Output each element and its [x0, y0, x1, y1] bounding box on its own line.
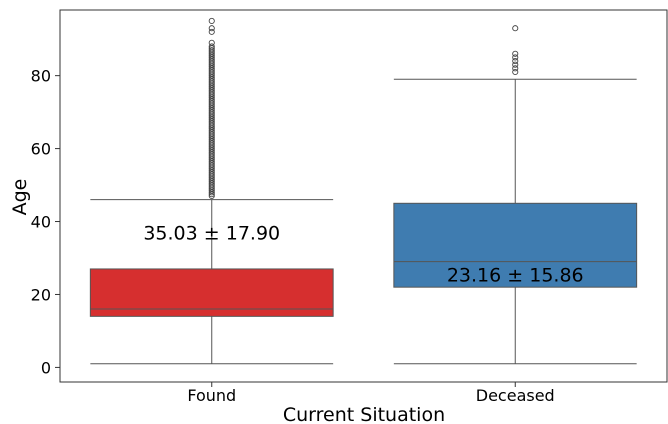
annotation-deceased: 23.16 ± 15.86	[447, 264, 584, 286]
outlier-point	[512, 50, 519, 57]
outlier-point	[208, 43, 215, 50]
y-tick-label: 60	[31, 140, 51, 159]
outlier-point	[512, 65, 519, 72]
outlier-point	[512, 58, 519, 65]
outlier-point	[208, 47, 215, 54]
y-tick-label: 20	[31, 285, 51, 304]
outlier-point	[512, 25, 519, 32]
y-tick-label: 40	[31, 213, 51, 232]
y-axis-title: Age	[9, 179, 31, 216]
x-tick-label-deceased: Deceased	[476, 386, 555, 405]
annotation-found: 35.03 ± 17.90	[143, 222, 280, 244]
x-tick-label-found: Found	[187, 386, 236, 405]
plot-frame	[59, 9, 668, 383]
outlier-point	[208, 28, 215, 35]
outlier-point	[512, 54, 519, 61]
outlier-point	[208, 17, 215, 24]
outlier-point	[512, 68, 519, 76]
plot-layer: 0 20 40 60 80 Found 35.03 ± 17.90 Deceased 23.16…	[31, 9, 668, 405]
box-deceased	[393, 202, 638, 288]
box-found	[89, 268, 334, 317]
outlier-point	[208, 25, 215, 32]
outlier-point	[208, 39, 215, 46]
y-tick-label: 80	[31, 67, 51, 86]
outlier-point	[512, 61, 519, 68]
x-axis-title: Current Situation	[283, 404, 445, 424]
y-tick-label: 0	[41, 358, 51, 377]
